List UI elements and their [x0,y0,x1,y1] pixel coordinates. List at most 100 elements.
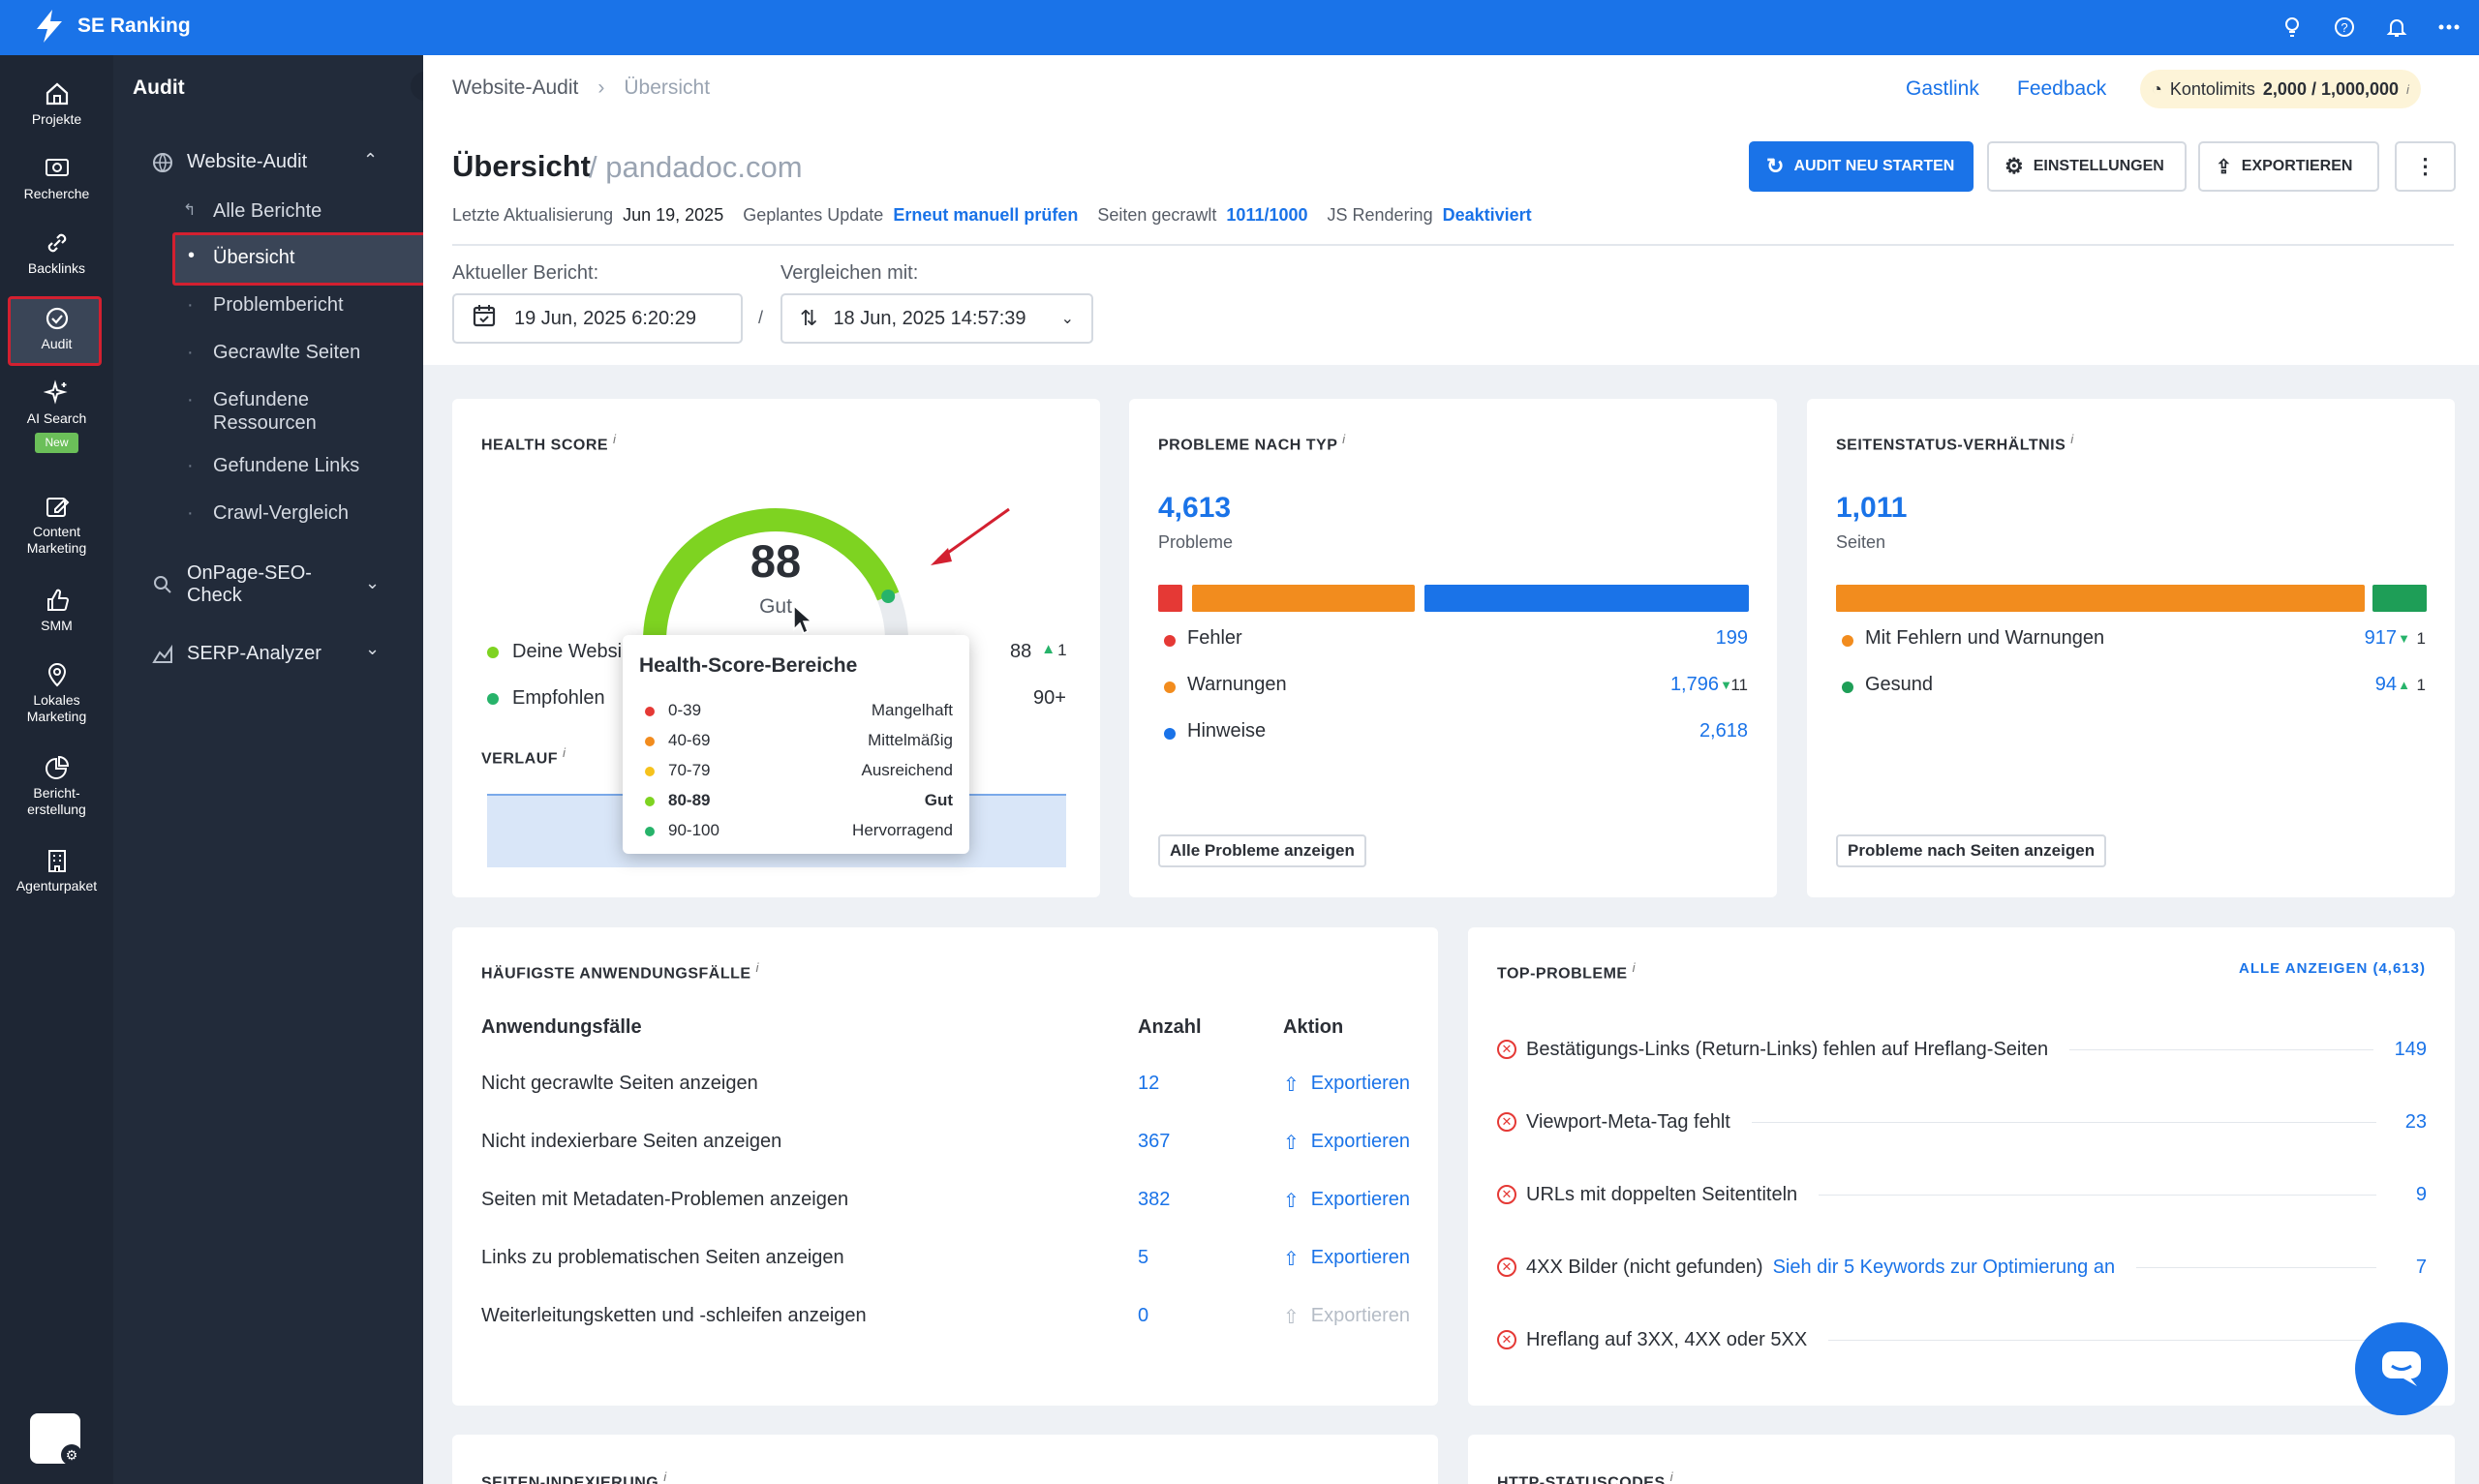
legend-value[interactable]: 199 [1715,627,1748,649]
app-logo[interactable]: SE Ranking [35,10,191,43]
export-action[interactable]: ⇧ Exportieren [1283,1247,1411,1270]
export-action[interactable]: ⇧ Exportieren [1283,1073,1411,1096]
more-menu-button[interactable]: ⋮ [2395,141,2456,192]
top-issue-count[interactable]: 7 [2415,1256,2427,1278]
see-all-issues-link[interactable]: ALLE ANZEIGEN (4,613) [2239,960,2426,977]
nav-recherche[interactable]: Recherche [0,155,113,202]
nav-projekte[interactable]: Projekte [0,80,113,128]
use-case-label[interactable]: Seiten mit Metadaten-Problemen anzeigen [481,1189,849,1210]
settings-button[interactable]: ⚙ EINSTELLUNGEN [1987,141,2187,192]
nav-backlinks[interactable]: Backlinks [0,229,113,277]
top-issue-count[interactable]: 9 [2415,1183,2427,1205]
page-header [423,55,2479,365]
subnav-item-gefundene-links[interactable]: · Gefundene Links [187,455,360,476]
audit-meta: Letzte Aktualisierung Jun 19, 2025 Gepla… [452,205,1532,225]
planned-update-link[interactable]: Erneut manuell prüfen [893,205,1079,225]
keywords-link[interactable]: Sieh dir 5 Keywords zur Optimierung an [1772,1256,2116,1278]
home-icon [46,82,68,106]
chevron-down-icon[interactable]: ⌄ [365,573,381,592]
mouse-cursor-icon [793,604,813,635]
speedometer-icon: ◔ [2152,78,2162,99]
legend-value[interactable]: 94 [2374,674,2397,695]
export-action[interactable]: ⇧ Exportieren [1283,1131,1411,1154]
range-label: Ausreichend [861,761,953,779]
subnav-item-gefundene-ressourcen[interactable]: · Gefundene Ressourcen [187,389,317,434]
chevron-down-icon[interactable]: ⌄ [365,639,381,658]
status-bar-segment[interactable] [2372,585,2427,612]
corner-arrow-icon: ↰ [183,202,197,219]
issues-bar [1158,585,1749,612]
nav-berichterstellung[interactable]: Bericht-erstellung [0,754,113,818]
use-case-label[interactable]: Nicht gecrawlte Seiten anzeigen [481,1073,758,1094]
legend-dot [1842,635,1853,647]
top-issues-title: TOP-PROBLEME i [1497,960,1637,983]
issues-by-page-button[interactable]: Probleme nach Seiten anzeigen [1836,834,2107,867]
pages-crawled-link[interactable]: 1011/1000 [1226,205,1308,225]
js-rendering-link[interactable]: Deaktiviert [1442,205,1532,225]
http-status-card: HTTP-STATUSCODES i [1468,1435,2455,1484]
export-button[interactable]: ⇪ EXPORTIEREN [2198,141,2379,192]
current-report-select[interactable]: 19 Jun, 2025 6:20:29 [452,293,743,344]
nav-agenturpaket[interactable]: Agenturpaket [0,847,113,894]
more-horizontal-icon[interactable] [2434,13,2464,42]
use-case-count[interactable]: 367 [1138,1131,1171,1152]
guest-link[interactable]: Gastlink [1906,77,1979,100]
top-issue-row[interactable]: ✕ 4XX Bilder (nicht gefunden) Sieh dir 5 K… [1497,1254,2427,1281]
top-issues-card: TOP-PROBLEME i ALLE ANZEIGEN (4,613) ✕ Be… [1468,927,2455,1406]
export-action[interactable]: ⇧ Exportieren [1283,1189,1411,1212]
use-case-count[interactable]: 0 [1138,1305,1149,1326]
use-case-count[interactable]: 382 [1138,1189,1171,1210]
top-issue-row[interactable]: ✕ URLs mit doppelten Seitentiteln 9 [1497,1181,2427,1208]
feedback-link[interactable]: Feedback [2017,77,2107,100]
refresh-icon: ↻ [1766,154,1785,178]
help-icon[interactable]: ? [2330,13,2359,42]
upload-icon: ⇧ [1283,1249,1300,1270]
bell-icon[interactable] [2382,13,2411,42]
use-case-label[interactable]: Links zu problematischen Seiten anzeigen [481,1247,844,1268]
compare-report-select[interactable]: ⇅ 18 Jun, 2025 14:57:39 ⌄ [780,293,1093,344]
subnav-item-crawl-vergleich[interactable]: · Crawl-Vergleich [187,502,350,524]
subnav-serp-analyzer[interactable]: SERP-Analyzer [152,643,321,665]
user-avatar[interactable]: ⚙ [30,1413,82,1466]
account-limits[interactable]: ◔ Kontolimits 2,000 / 1,000,000 i [2140,70,2421,108]
breadcrumb-parent[interactable]: Website-Audit [452,76,579,99]
app-name: SE Ranking [77,15,191,37]
chevron-up-icon[interactable]: ⌃ [363,150,379,169]
legend-dot [1164,728,1176,740]
legend-value[interactable]: 2,618 [1699,720,1748,742]
nav-lokales-marketing[interactable]: Lokales Marketing [0,661,113,725]
top-issue-count[interactable]: 149 [2394,1038,2427,1060]
issues-total[interactable]: 4,613 [1158,492,1232,524]
subnav-item-alle-berichte[interactable]: ↰ Alle Berichte [183,200,322,222]
nav-audit[interactable]: Audit [0,305,113,352]
top-issue-row[interactable]: ✕ Bestätigungs-Links (Return-Links) fehle… [1497,1036,2427,1063]
status-bar-segment[interactable] [1836,585,2366,612]
nav-smm[interactable]: SMM [0,587,113,634]
chat-widget-button[interactable] [2355,1322,2448,1415]
subnav-website-audit[interactable]: Website-Audit [152,151,307,173]
top-issue-count[interactable]: 23 [2404,1110,2427,1133]
status-total[interactable]: 1,011 [1836,492,1908,524]
subnav-onpage-seo-check[interactable]: OnPage-SEO-Check [152,562,332,607]
issues-bar-segment[interactable] [1158,585,1183,612]
legend-value[interactable]: 1,796 [1669,674,1719,695]
subnav-item-gecrawlte-seiten[interactable]: · Gecrawlte Seiten [187,342,361,363]
legend-value[interactable]: 917 [2364,627,2397,649]
all-issues-button[interactable]: Alle Probleme anzeigen [1158,834,1366,867]
subnav-item-problembericht[interactable]: · Problembericht [187,294,344,316]
bullet-icon: · [187,455,194,476]
use-case-label[interactable]: Nicht indexierbare Seiten anzeigen [481,1131,782,1152]
issues-bar-segment[interactable] [1192,585,1416,612]
nav-ai-search[interactable]: AI Search New [0,379,113,453]
top-issue-row[interactable]: ✕ Viewport-Meta-Tag fehlt 23 [1497,1108,2427,1136]
nav-content-marketing[interactable]: Content Marketing [0,493,113,557]
use-case-label[interactable]: Weiterleitungsketten und -schleifen anze… [481,1305,867,1326]
leader-line [2069,1048,2373,1050]
restart-audit-button[interactable]: ↻ AUDIT NEU STARTEN [1749,141,1974,192]
issues-bar-segment[interactable] [1424,585,1749,612]
use-case-count[interactable]: 12 [1138,1073,1160,1094]
top-issue-row[interactable]: ✕ Hreflang auf 3XX, 4XX oder 5XX [1497,1326,2427,1353]
upload-icon: ⇪ [2216,156,2232,178]
lightbulb-icon[interactable] [2278,13,2307,42]
use-case-count[interactable]: 5 [1138,1247,1149,1268]
